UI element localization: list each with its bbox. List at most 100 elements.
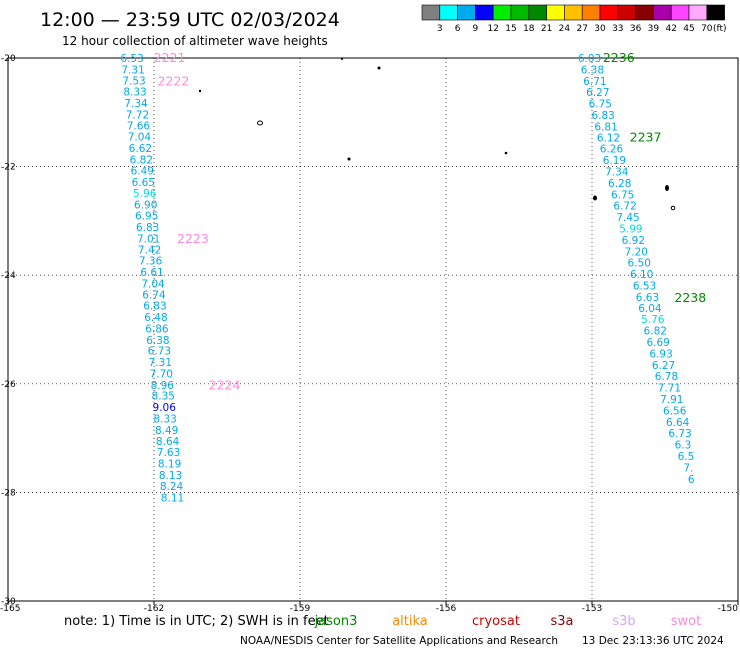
- wave-height-value: 6.73: [668, 428, 691, 440]
- pass-time-label: 2222: [158, 73, 190, 88]
- wave-height-value: 6.49: [131, 165, 154, 177]
- colorbar-tick-label: 27: [576, 24, 587, 34]
- colorbar-tick-label: 6: [455, 24, 461, 34]
- wave-height-value: 8.49: [155, 425, 178, 437]
- wave-height-value: 7.: [683, 462, 693, 474]
- wave-height-value: 7.53: [122, 75, 145, 87]
- wave-height-value: 7.45: [616, 212, 639, 224]
- wave-height-value: 7.91: [660, 394, 683, 406]
- wave-height-value: 7.20: [625, 246, 648, 258]
- colorbar-unit-label: (ft): [713, 24, 727, 34]
- colorbar-swatch: [457, 4, 476, 21]
- wave-height-value: 6.90: [134, 200, 157, 212]
- colorbar-tick-label: 15: [505, 24, 516, 34]
- island-marker: [665, 185, 669, 191]
- y-tick-labels: -20 -22 -24 -26 -28 -30: [1, 54, 16, 607]
- island-marker: [347, 157, 351, 161]
- colorbar-swatch: [581, 4, 601, 21]
- colorbar-labels: 3 6 9 12 15 18 21 24 27 30 33 36 39 42 45 70: [437, 24, 713, 34]
- wave-height-value: 6.3: [675, 440, 692, 452]
- wave-height-value: 6.62: [129, 143, 152, 155]
- y-tick-label: -24: [1, 271, 16, 281]
- wave-height-value: 7.34: [605, 166, 629, 178]
- wave-height-value: 6.93: [649, 348, 672, 360]
- colorbar-swatch: [492, 4, 512, 21]
- footer-note: note: 1) Time is in UTC; 2) SWH is in fe…: [64, 614, 329, 629]
- footer-timestamp: 13 Dec 23:13:36 UTC 2024: [582, 635, 724, 647]
- wave-height-value: 6.56: [663, 405, 687, 417]
- wave-height-value: 6.92: [622, 235, 645, 247]
- satellite-legend-item: swot: [671, 614, 701, 629]
- island-marker: [198, 89, 202, 93]
- wave-height-value: 6.83: [591, 110, 614, 122]
- colorbar-swatch: [528, 4, 547, 21]
- wave-height-value: 6.26: [600, 144, 624, 156]
- colorbar-swatch: [653, 4, 672, 21]
- wave-height-value: 6.69: [646, 337, 669, 349]
- wave-height-value: 6.64: [666, 417, 690, 429]
- wave-height-value: 6.53: [633, 281, 656, 293]
- x-tick-label: -153: [582, 604, 602, 614]
- colorbar-swatch: [617, 4, 636, 21]
- island-markers: [198, 58, 676, 211]
- colorbar-tick-label: 36: [630, 24, 642, 34]
- wave-height-value: 6.38: [146, 335, 169, 347]
- wave-height-value: 7.71: [658, 383, 681, 395]
- wave-height-value: 7.63: [157, 447, 180, 459]
- footer-credit: NOAA/NESDIS Center for Satellite Applica…: [240, 635, 558, 647]
- colorbar-tick-label: 39: [648, 24, 660, 34]
- wave-height-value: 6.28: [608, 178, 631, 190]
- x-tick-label: -150: [718, 604, 739, 614]
- island-marker: [504, 151, 508, 155]
- colorbar-tick-label: 18: [523, 24, 535, 34]
- wave-height-value: 5.76: [641, 314, 665, 326]
- wave-height-value: 6.63: [636, 292, 659, 304]
- plot-area: -165 -162 -159 -156 -153 -150 -20 -22 -24 -26 -28…: [0, 50, 739, 614]
- x-tick-label: -159: [290, 604, 311, 614]
- wave-height-value: 8.33: [153, 414, 176, 426]
- colorbar-swatch: [706, 4, 725, 21]
- wave-height-labels: 6.537.317.538.337.347.727.667.046.626.82…: [120, 53, 695, 504]
- wave-height-value: 6.48: [144, 312, 167, 324]
- pass-time-labels: 2221 2222 2223 2224 2236 2237 2238: [154, 50, 707, 392]
- satellite-legend-item: s3b: [612, 614, 635, 629]
- wave-height-value: 6.38: [581, 64, 604, 76]
- y-tick-label: -30: [1, 597, 16, 607]
- wave-height-value: 8.33: [123, 87, 146, 99]
- wave-height-value: 6.95: [135, 210, 158, 222]
- satellite-legend-item: s3a: [550, 614, 573, 629]
- satellite-legend: jason3 altika cryosat s3a s3b swot: [314, 614, 702, 629]
- colorbar-tick-label: 30: [594, 24, 606, 34]
- wave-height-value: 8.13: [159, 470, 182, 482]
- colorbar-tick-label: 9: [473, 24, 479, 34]
- wave-height-value: 8.35: [152, 391, 175, 403]
- colorbar-tick-label: 21: [541, 24, 552, 34]
- wave-height-value: 7.31: [149, 357, 172, 369]
- y-tick-label: -22: [1, 163, 16, 173]
- wave-height-value: 7.72: [126, 109, 149, 121]
- wave-height-value: 8.64: [156, 436, 180, 448]
- pass-time-label: 2221: [154, 50, 186, 65]
- pass-time-label: 2238: [674, 290, 706, 305]
- wave-height-value: 6.53: [120, 53, 143, 65]
- wave-height-value: 7.04: [141, 278, 165, 290]
- y-tick-label: -28: [1, 488, 16, 498]
- wave-height-value: 6.82: [644, 326, 667, 338]
- pass-time-label: 2236: [603, 50, 635, 65]
- wave-height-value: 6.27: [586, 87, 609, 99]
- colorbar-tick-label: 45: [683, 24, 694, 34]
- y-tick-label: -26: [1, 380, 16, 390]
- colorbar-swatch: [421, 4, 441, 21]
- wave-height-value: 8.96: [151, 380, 175, 392]
- wave-height-value: 6.72: [613, 201, 636, 213]
- wave-height-value: 8.24: [160, 481, 184, 493]
- wave-height-value: 6.86: [145, 323, 169, 335]
- x-tick-label: -165: [0, 604, 20, 614]
- colorbar-tick-label: 33: [612, 24, 623, 34]
- colorbar-swatch: [688, 4, 708, 21]
- colorbar-swatch: [599, 4, 619, 21]
- island-marker: [377, 66, 381, 70]
- wave-height-value: 6.73: [148, 346, 171, 358]
- satellite-legend-item: cryosat: [472, 614, 520, 629]
